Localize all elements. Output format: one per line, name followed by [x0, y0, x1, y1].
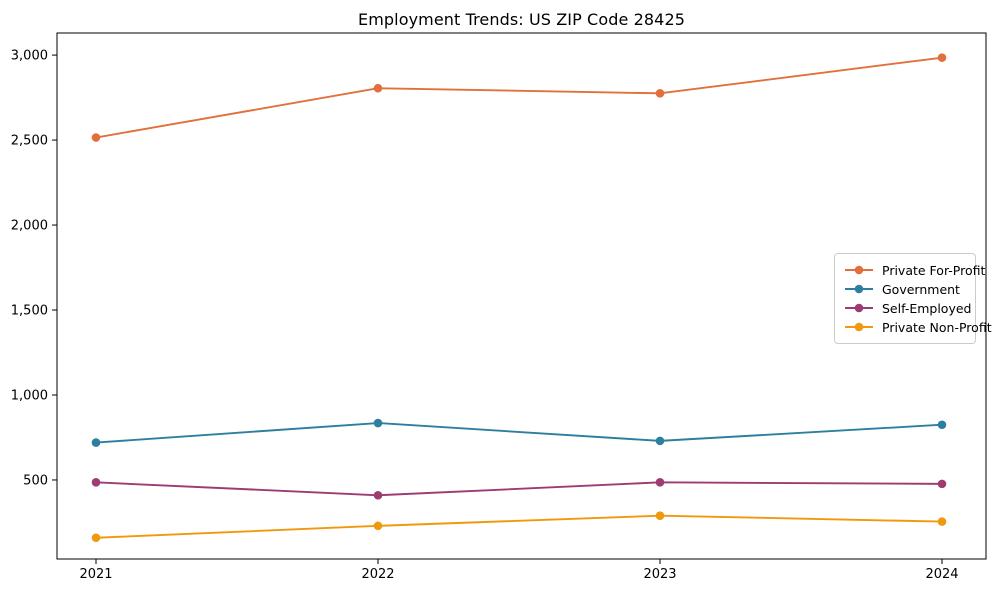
legend-line-dot-marker — [845, 265, 873, 275]
data-point — [373, 490, 383, 500]
legend-label: Private For-Profit — [882, 262, 986, 278]
chart-title: Employment Trends: US ZIP Code 28425 — [358, 10, 685, 29]
legend-line-dot-marker — [845, 322, 873, 332]
legend-item: Self-Employed — [844, 299, 971, 317]
legend-label: Private Non-Profit — [882, 319, 992, 335]
data-point — [91, 533, 101, 543]
data-point — [937, 53, 947, 62]
y-tick-label: 1,500 — [11, 304, 48, 319]
data-point — [655, 478, 665, 487]
x-tick-label: 2023 — [643, 567, 676, 582]
y-tick-label: 2,500 — [11, 134, 48, 149]
axes-frame — [56, 32, 987, 560]
data-point — [373, 83, 383, 93]
legend-marker-dot — [854, 322, 864, 332]
y-tick-label: 3,000 — [11, 49, 48, 64]
y-tick-label: 500 — [23, 473, 48, 488]
data-point — [91, 438, 101, 447]
data-point — [937, 479, 947, 489]
x-tick-label: 2022 — [361, 567, 394, 582]
y-tick-label: 1,000 — [11, 388, 48, 403]
legend-marker-dot — [854, 303, 864, 313]
legend: Private For-Profit Government Self-Employe… — [834, 253, 992, 344]
y-tick-label: 2,000 — [11, 219, 48, 234]
data-point — [655, 89, 665, 98]
data-point — [91, 133, 101, 142]
legend-label: Government — [882, 281, 960, 297]
data-point — [655, 436, 665, 446]
x-tick-label: 2021 — [79, 567, 112, 582]
data-point — [91, 478, 101, 487]
data-point — [655, 511, 665, 520]
legend-item: Government — [844, 280, 966, 298]
legend-line-dot-marker — [845, 284, 873, 294]
legend-label: Self-Employed — [882, 300, 972, 316]
legend-item: Private Non-Profit — [844, 318, 992, 336]
data-point — [373, 521, 383, 531]
data-point — [373, 418, 383, 428]
data-point — [937, 517, 947, 526]
legend-line-dot-marker — [845, 303, 873, 313]
legend-item: Private For-Profit — [844, 261, 985, 279]
legend-marker-dot — [854, 284, 864, 294]
series-line-self-employed — [95, 481, 943, 497]
legend-marker-dot — [854, 265, 864, 275]
x-tick-label: 2024 — [925, 567, 958, 582]
data-point — [937, 420, 947, 430]
series-line-private-for-profit — [95, 56, 943, 139]
series-line-private-non-profit — [95, 514, 943, 539]
series-line-government — [95, 422, 943, 444]
